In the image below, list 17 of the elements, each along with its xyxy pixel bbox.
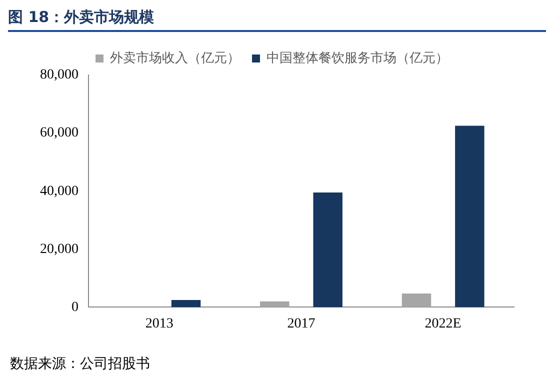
source-note: 数据来源：公司招股书 xyxy=(10,355,150,373)
y-tick-label: 60,000 xyxy=(40,126,78,141)
y-tick-label: 20,000 xyxy=(40,242,78,257)
bar xyxy=(313,192,342,308)
y-tick-label: 80,000 xyxy=(40,68,78,83)
x-tick-label: 2017 xyxy=(287,316,316,332)
legend-label: 中国整体餐饮服务市场（亿元） xyxy=(266,50,448,66)
y-tick-label: 0 xyxy=(72,300,78,315)
x-tick-label: 2013 xyxy=(145,316,174,332)
chart-title: 图 18：外卖市场规模 xyxy=(8,4,546,32)
x-tick-label: 2022E xyxy=(424,316,462,332)
bar xyxy=(402,294,432,308)
y-tick-label: 40,000 xyxy=(40,184,78,199)
bar xyxy=(455,126,484,308)
legend-label: 外卖市场收入（亿元） xyxy=(110,50,240,66)
bar xyxy=(171,300,201,308)
bar xyxy=(260,301,290,308)
